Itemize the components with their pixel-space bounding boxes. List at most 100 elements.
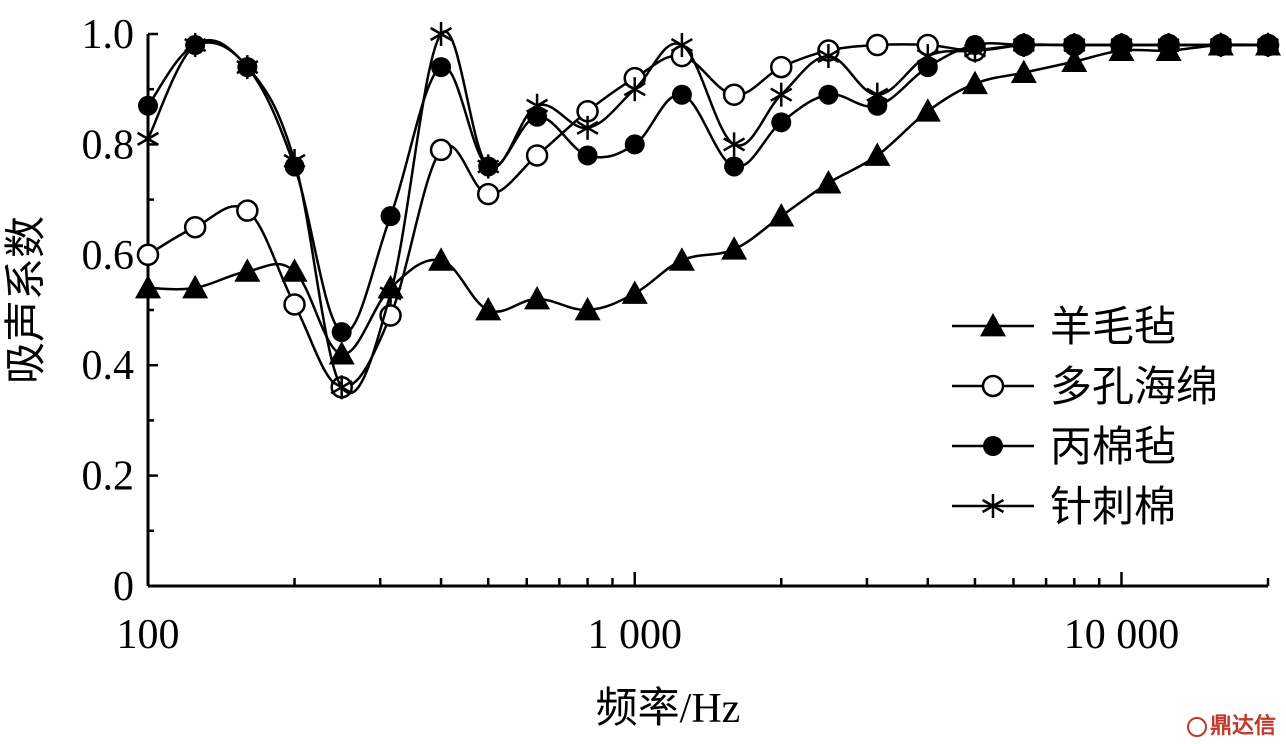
y-tick-label: 0.2	[82, 454, 135, 500]
triangle-marker	[1010, 59, 1037, 84]
asterisk-stroke	[817, 48, 840, 64]
asterisk-stroke	[1209, 37, 1232, 53]
asterisk-marker	[723, 132, 746, 157]
asterisk-marker	[963, 38, 987, 63]
series-line	[146, 41, 1268, 334]
filled-circle-marker	[624, 134, 645, 155]
asterisk-stroke	[283, 153, 306, 169]
asterisk-marker	[136, 126, 160, 151]
y-axis-title: 吸声系数	[4, 216, 50, 384]
y-tick-label: 0.4	[82, 343, 135, 389]
asterisk-stroke	[1256, 37, 1280, 53]
asterisk-marker	[1110, 33, 1133, 58]
open-circle-marker	[429, 138, 453, 162]
filled-circle-marker	[818, 84, 839, 105]
asterisk-stroke	[136, 131, 160, 146]
asterisk-stroke	[866, 87, 889, 102]
open-circle-marker	[525, 144, 549, 167]
watermark-text: 鼎达信	[1209, 714, 1276, 739]
asterisk-marker	[184, 33, 207, 58]
asterisk-stroke	[916, 48, 939, 64]
open-circle-marker	[476, 182, 500, 206]
axes: 100 1 000 10 000 0 0.2 0.4 0.6 0.8 1.0 频率/Hz 吸声系数	[4, 12, 1270, 732]
asterisk-marker	[623, 77, 646, 102]
asterisk-marker	[429, 22, 453, 46]
y-tick-label: 1.0	[82, 12, 135, 58]
asterisk-stroke	[1012, 37, 1035, 53]
asterisk-stroke	[526, 98, 549, 113]
x-tick-label: 1 000	[587, 612, 682, 658]
triangle-marker	[328, 341, 355, 365]
x-tick-label: 10 000	[1064, 612, 1180, 658]
filled-circle-marker	[724, 156, 745, 177]
asterisk-marker	[1012, 33, 1035, 58]
triangle-marker	[961, 70, 988, 95]
asterisk-marker	[283, 148, 306, 173]
asterisk-marker	[379, 281, 402, 306]
asterisk-marker	[817, 44, 840, 69]
open-circle-marker	[236, 199, 259, 222]
triangle-marker	[864, 142, 891, 166]
triangle-marker	[914, 98, 941, 122]
asterisk-marker	[981, 494, 1005, 518]
legend-label: 丙棉毡	[1050, 425, 1176, 471]
series-group	[135, 22, 1281, 400]
asterisk-stroke	[623, 82, 646, 97]
open-circle-marker	[981, 374, 1005, 398]
asterisk-stroke	[981, 498, 1005, 514]
open-circle-marker	[866, 33, 889, 57]
filled-circle-marker	[577, 145, 598, 166]
triangle-marker	[1061, 48, 1088, 72]
triangle-marker	[234, 258, 261, 282]
triangle-marker	[668, 247, 695, 271]
filled-circle-marker	[983, 436, 1003, 456]
legend-item: 多孔海绵	[952, 365, 1218, 411]
asterisk-stroke	[184, 37, 207, 53]
triangle-marker	[428, 247, 455, 271]
triangle-marker	[281, 258, 308, 282]
triangle-marker	[768, 203, 795, 227]
triangle-marker	[815, 170, 842, 194]
y-tick-label: 0.6	[82, 233, 135, 279]
open-circle-marker	[183, 215, 207, 239]
open-circle-marker	[722, 83, 746, 106]
asterisk-marker	[670, 33, 693, 58]
legend-item: 针刺棉	[952, 485, 1176, 531]
watermark-logo-icon	[1186, 717, 1207, 737]
series-4	[136, 22, 1280, 400]
triangle-marker	[182, 274, 209, 299]
asterisk-marker	[526, 93, 549, 118]
y-tick-label: 0.8	[82, 122, 135, 168]
legend-label: 针刺棉	[1050, 485, 1176, 531]
asterisk-stroke	[236, 60, 259, 75]
x-tick-label: 100	[117, 612, 180, 658]
asterisk-stroke	[770, 87, 793, 102]
asterisk-marker	[1063, 33, 1086, 58]
asterisk-stroke	[963, 43, 987, 58]
asterisk-stroke	[477, 159, 500, 174]
triangle-marker	[721, 236, 748, 260]
open-circle-marker	[136, 243, 160, 267]
asterisk-marker	[1209, 33, 1232, 58]
filled-circle-marker	[431, 57, 452, 78]
asterisk-stroke	[723, 137, 746, 152]
asterisk-stroke	[670, 37, 693, 53]
asterisk-stroke	[576, 120, 599, 135]
asterisk-stroke	[330, 380, 353, 395]
asterisk-marker	[477, 154, 500, 179]
triangle-marker	[524, 285, 551, 310]
triangle-marker	[621, 280, 648, 304]
x-axis-title: 频率/Hz	[596, 685, 741, 732]
filled-circle-marker	[771, 112, 792, 133]
series-1	[135, 32, 1281, 365]
legend-label: 羊毛毡	[1050, 305, 1176, 351]
open-circle-marker	[770, 55, 793, 79]
asterisk-marker	[770, 82, 793, 107]
asterisk-stroke	[1110, 37, 1133, 53]
filled-circle-marker	[331, 322, 352, 343]
asterisk-marker	[330, 375, 353, 400]
legend-item: 丙棉毡	[952, 425, 1176, 471]
asterisk-marker	[1157, 33, 1180, 58]
filled-circle-marker	[671, 84, 692, 105]
